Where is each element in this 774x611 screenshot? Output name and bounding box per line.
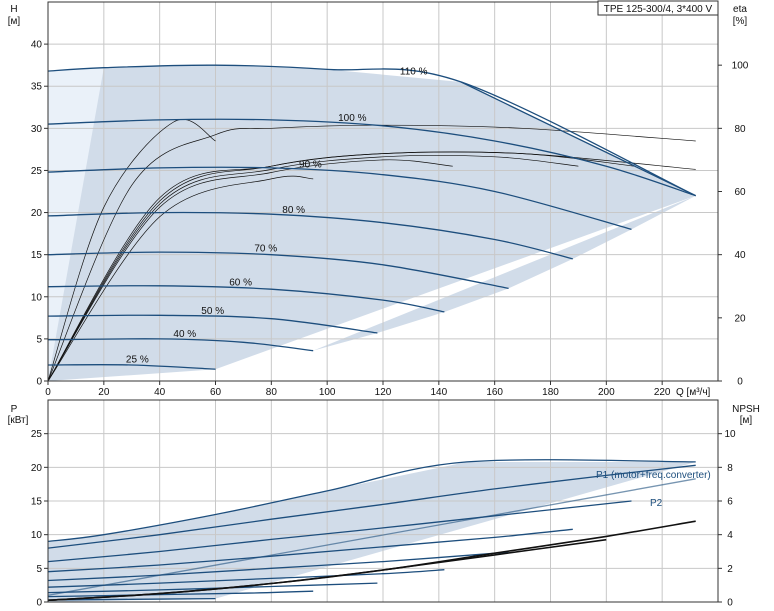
speed-curve-label: 70 % (254, 244, 277, 255)
speed-curve-label: 90 % (299, 159, 322, 170)
y-tick-label: 0 (36, 377, 42, 388)
top-chart: 110 % 100 % 90 % 80 % 70 % 60 % 50 % 40 % 25 % 0… (8, 0, 749, 398)
y2-axis-unit: [%] (733, 16, 748, 27)
speed-curve (47, 64, 696, 197)
eta-curve (47, 159, 453, 382)
eta-curve (47, 175, 314, 382)
power-curve (47, 500, 632, 563)
x-axis-label: Q [м³/ч] (676, 387, 711, 398)
x-tick-label: 20 (98, 387, 110, 398)
y-tick-label: 40 (31, 40, 43, 51)
bottom-operating-area (48, 461, 696, 602)
power-tick-label: 20 (31, 463, 43, 474)
power-axis-label: P (11, 404, 18, 415)
eta-curve (47, 124, 696, 382)
chart-title-box (597, 0, 719, 16)
eta-curve (47, 119, 216, 382)
speed-curve (47, 285, 445, 313)
top-area-fill (48, 65, 696, 382)
npsh-tick-label: 6 (727, 497, 733, 508)
power-curve (47, 569, 445, 588)
speed-curve-label: 50 % (201, 306, 224, 317)
y2-tick-label: 80 (734, 124, 746, 135)
max-curve-end (460, 81, 696, 197)
top-axes: 0 20 40 60 80 100 120 140 160 180 200 2200510152025… (31, 1, 749, 398)
p2-curve (47, 478, 696, 596)
x-tick-label: 60 (210, 387, 222, 398)
y-tick-label: 5 (36, 334, 42, 345)
p2-annotation: P2 (650, 498, 663, 509)
y-tick-label: 15 (31, 250, 43, 261)
npsh-axis-unit: [м] (740, 415, 753, 426)
speed-curve (47, 364, 216, 370)
npsh-tick-label: 8 (727, 463, 733, 474)
npsh-tick-label: 10 (724, 429, 736, 440)
power-curve (47, 590, 314, 598)
y-tick-label: 30 (31, 124, 43, 135)
bottom-area-fill (48, 461, 696, 602)
speed-curve-label: 80 % (282, 205, 305, 216)
speed-curve (47, 338, 314, 352)
speed-curve-label: 100 % (338, 113, 366, 124)
y-axis-label: H (10, 4, 17, 15)
y-axis-unit: [м] (8, 16, 21, 27)
x-tick-label: 180 (542, 387, 559, 398)
y2-tick-label: 60 (734, 187, 746, 198)
p1-curve (47, 459, 696, 543)
speed-curve-label: 110 % (400, 67, 428, 78)
power-curve (47, 464, 696, 549)
x-tick-label: 200 (598, 387, 615, 398)
x-tick-label: 40 (154, 387, 166, 398)
y-tick-label: 20 (31, 208, 43, 219)
npsh-tick-label: 0 (727, 598, 733, 609)
npsh-tick-label: 2 (727, 564, 733, 575)
y2-tick-label: 0 (737, 377, 743, 388)
speed-curve (47, 166, 632, 231)
x-tick-label: 0 (45, 387, 51, 398)
speed-curve (47, 314, 378, 334)
y-tick-label: 25 (31, 166, 43, 177)
speed-curve (47, 211, 573, 260)
y-tick-label: 10 (31, 292, 43, 303)
power-tick-label: 10 (31, 530, 43, 541)
y2-axis-label: eta (733, 4, 747, 15)
y-tick-label: 35 (31, 82, 43, 93)
x-tick-label: 220 (654, 387, 671, 398)
power-axis-unit: [кВт] (8, 415, 29, 426)
power-tick-label: 0 (36, 598, 42, 609)
bottom-axes: 0 5 10 15 20 25 0 2 4 6 8 10 (31, 399, 736, 609)
speed-curve-label: 25 % (126, 354, 149, 365)
p1-annotation: P1 (motor+freq.converter) (596, 470, 711, 481)
x-tick-label: 160 (486, 387, 503, 398)
eta-curve (47, 151, 635, 382)
top-efficiency-curves (47, 119, 696, 382)
power-curve (47, 551, 509, 582)
speed-curve (47, 251, 509, 290)
y2-tick-label: 40 (734, 250, 746, 261)
power-tick-label: 25 (31, 429, 43, 440)
x-tick-label: 100 (319, 387, 336, 398)
power-tick-label: 15 (31, 497, 43, 508)
y2-tick-label: 100 (732, 61, 749, 72)
speed-curve-label: 40 % (173, 329, 196, 340)
npsh-axis-label: NPSH (732, 404, 760, 415)
power-curve (47, 528, 573, 573)
y2-tick-label: 20 (734, 313, 746, 324)
speed-curve-label: 60 % (229, 277, 252, 288)
x-tick-label: 80 (266, 387, 278, 398)
x-tick-label: 120 (375, 387, 392, 398)
chart-title: TPE 125-300/4, 3*400 V (604, 4, 713, 15)
top-speed-curves: 110 % 100 % 90 % 80 % 70 % 60 % 50 % 40 % 25 % (47, 64, 696, 370)
bottom-npsh-curves (47, 520, 696, 602)
x-tick-label: 140 (430, 387, 447, 398)
top-area-highlight (48, 67, 104, 382)
bottom-chart: 0 5 10 15 20 25 0 2 4 6 8 10 P [кВт] NPSH [м] P1 (m… (8, 399, 760, 609)
power-tick-label: 5 (36, 564, 42, 575)
speed-curve (47, 118, 696, 197)
npsh-tick-label: 4 (727, 530, 733, 541)
top-operating-area (48, 65, 696, 382)
npsh-curve (47, 538, 607, 602)
